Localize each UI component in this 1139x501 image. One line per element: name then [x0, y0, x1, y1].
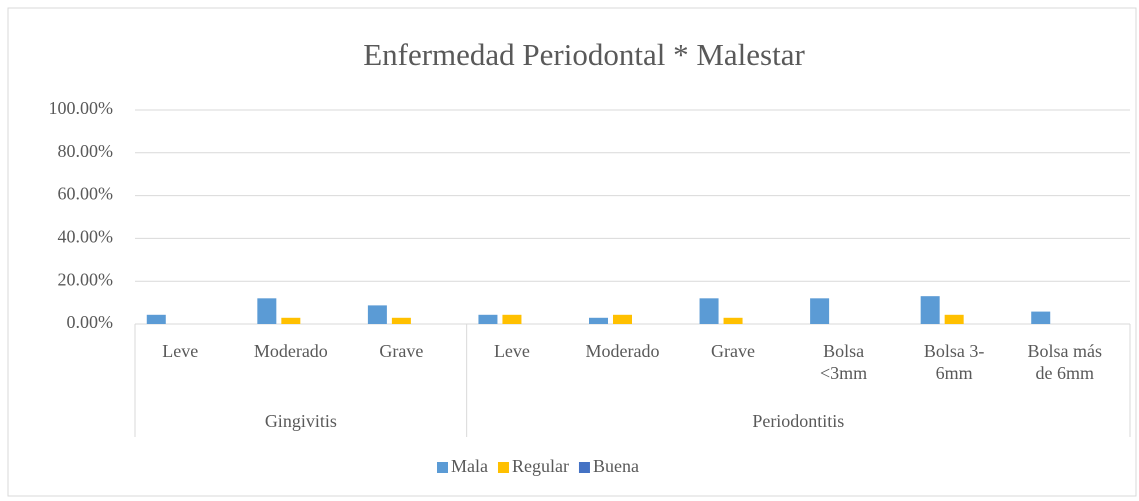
x-tick-label: Grave [379, 341, 424, 361]
bar [478, 314, 498, 324]
group-label: Periodontitis [752, 411, 844, 431]
y-tick-label: 100.00% [49, 98, 114, 118]
bar [920, 296, 940, 324]
x-tick-label: Leve [493, 341, 530, 361]
y-tick-label: 80.00% [58, 141, 114, 161]
bar [146, 314, 166, 324]
legend-swatch [437, 462, 448, 473]
legend-label: Buena [593, 456, 639, 476]
x-tick-label-box: Leve [162, 341, 199, 361]
bar [391, 317, 411, 324]
y-tick-label: 0.00% [67, 312, 114, 332]
x-tick-label: Moderado [585, 341, 660, 361]
y-tick-label: 20.00% [58, 269, 114, 289]
legend-label: Mala [451, 456, 488, 476]
bar [281, 317, 301, 324]
bar [257, 298, 277, 324]
x-tick-label-box: Leve [493, 341, 530, 361]
y-tick-label: 60.00% [58, 184, 114, 204]
bar [1031, 311, 1051, 324]
x-tick-label: Bolsa <3mm [820, 341, 868, 383]
x-tick-label: Bolsa más de 6mm [1027, 341, 1102, 383]
x-tick-label: Moderado [253, 341, 328, 361]
legend-label: Regular [512, 456, 569, 476]
x-tick-label-box: Bolsa 3-6mm [923, 341, 985, 383]
x-tick-label-box: Bolsa más de 6mm [1027, 341, 1102, 383]
x-tick-label-box: Moderado [585, 341, 660, 361]
y-tick-label: 40.00% [58, 227, 114, 247]
x-tick-label-box: Moderado [253, 341, 328, 361]
x-tick-label-box: Grave [379, 341, 424, 361]
x-tick-label: Leve [162, 341, 199, 361]
x-tick-label-box: Grave [711, 341, 756, 361]
bar [502, 314, 522, 324]
chart-border [7, 7, 1137, 497]
bar [810, 298, 830, 324]
bar [699, 298, 719, 324]
bar [944, 314, 964, 324]
bar [589, 317, 608, 324]
x-tick-label: Grave [711, 341, 756, 361]
bar [367, 305, 387, 324]
legend-swatch [497, 462, 509, 473]
x-tick-label-box: Bolsa <3mm [820, 341, 868, 383]
group-label: Gingivitis [265, 411, 337, 431]
legend-swatch [578, 462, 590, 473]
bar [723, 317, 743, 324]
x-tick-label: Bolsa 3-6mm [923, 341, 985, 383]
bar [613, 314, 632, 324]
chart-title: Enfermedad Periodontal * Malestar [363, 37, 805, 72]
